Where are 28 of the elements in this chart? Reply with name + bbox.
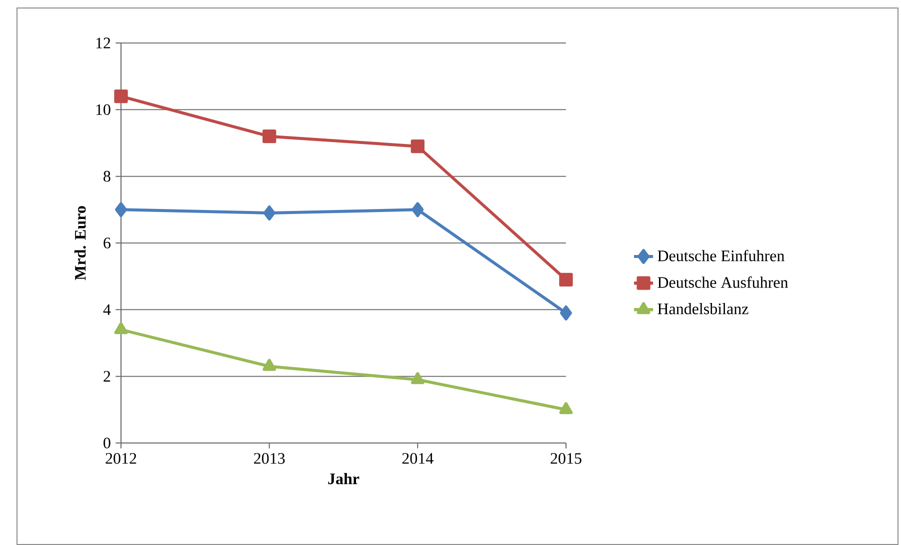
y-axis-title: Mrd. Euro bbox=[74, 206, 86, 280]
point bbox=[114, 322, 128, 334]
point bbox=[560, 305, 572, 320]
x-axis-title: Jahr bbox=[328, 472, 360, 484]
x-tick-label: 2014 bbox=[402, 453, 434, 464]
point bbox=[114, 89, 128, 104]
legend-label: Deutsche Ausfuhren bbox=[658, 276, 788, 288]
x-tick-label: 2015 bbox=[550, 453, 582, 464]
point bbox=[559, 402, 573, 414]
y-tick-label: 6 bbox=[104, 238, 110, 248]
y-tick-label: 12 bbox=[96, 38, 110, 48]
x-tick-label: 2013 bbox=[254, 453, 285, 464]
point bbox=[410, 372, 424, 384]
point bbox=[263, 205, 276, 220]
point bbox=[262, 129, 276, 144]
legend-label: Deutsche Einfuhren bbox=[658, 250, 784, 262]
y-tick-label: 2 bbox=[104, 371, 110, 382]
point bbox=[412, 202, 424, 218]
y-tick-label: 10 bbox=[96, 104, 110, 116]
point bbox=[559, 272, 573, 286]
point bbox=[115, 202, 128, 218]
legend-label: Handelsbilanz bbox=[658, 303, 748, 314]
point bbox=[262, 358, 276, 371]
point bbox=[410, 139, 424, 154]
y-tick-label: 0 bbox=[104, 438, 110, 448]
x-tick-label: 2012 bbox=[106, 453, 136, 464]
y-tick-label: 8 bbox=[104, 170, 110, 182]
y-tick-label: 4 bbox=[103, 304, 111, 315]
